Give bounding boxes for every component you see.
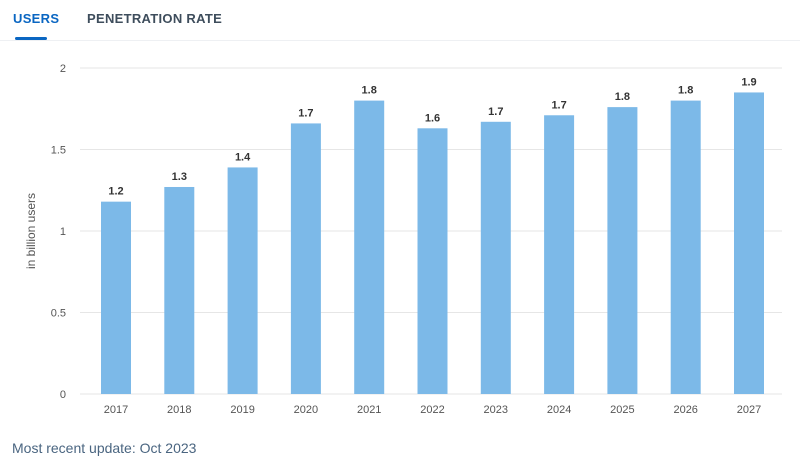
- data-label: 1.7: [298, 107, 313, 119]
- y-tick-label: 1.5: [51, 145, 66, 157]
- data-label: 1.9: [741, 76, 756, 88]
- x-tick-label: 2020: [294, 404, 318, 416]
- bar: [290, 123, 321, 395]
- bar: [101, 201, 131, 394]
- last-update-note: Most recent update: Oct 2023: [12, 440, 197, 456]
- y-axis-title: in billion users: [24, 193, 38, 269]
- tab-penetration-rate[interactable]: PENETRATION RATE: [87, 11, 223, 26]
- bar: [670, 100, 701, 394]
- y-tick-label: 2: [60, 63, 66, 75]
- bar: [607, 107, 638, 395]
- x-tick-label: 2027: [737, 404, 761, 416]
- data-label: 1.3: [172, 171, 187, 183]
- bar: [734, 92, 764, 394]
- bar: [354, 100, 385, 394]
- data-label: 1.8: [678, 85, 693, 97]
- active-tab-indicator: [15, 37, 47, 40]
- bar-chart: 0 0.5 1 1.5 2 in billion users 1.2 2017 1.3 2018 1…: [24, 63, 782, 416]
- data-label: 1.8: [362, 85, 377, 97]
- data-label: 1.8: [615, 91, 630, 103]
- x-tick-label: 2025: [610, 404, 634, 416]
- x-tick-label: 2019: [230, 404, 254, 416]
- bar: [164, 186, 195, 394]
- x-tick-label: 2023: [484, 404, 508, 416]
- bar: [480, 121, 511, 394]
- y-tick-label: 0: [60, 389, 66, 401]
- data-label: 1.4: [235, 151, 251, 163]
- tab-bar: USERS PENETRATION RATE: [0, 0, 800, 41]
- data-label: 1.2: [108, 186, 123, 198]
- x-tick-label: 2026: [673, 404, 697, 416]
- x-tick-label: 2017: [104, 404, 128, 416]
- data-label: 1.6: [425, 112, 440, 124]
- data-label: 1.7: [551, 99, 566, 111]
- data-label: 1.7: [488, 106, 503, 118]
- tab-users[interactable]: USERS: [13, 11, 60, 26]
- x-tick-label: 2018: [167, 404, 191, 416]
- x-tick-label: 2024: [547, 404, 571, 416]
- bar: [544, 115, 575, 395]
- bar: [417, 128, 448, 394]
- x-tick-label: 2021: [357, 404, 381, 416]
- y-tick-label: 1: [60, 226, 66, 238]
- y-tick-label: 0.5: [51, 308, 66, 320]
- bar: [227, 167, 258, 394]
- x-tick-label: 2022: [420, 404, 444, 416]
